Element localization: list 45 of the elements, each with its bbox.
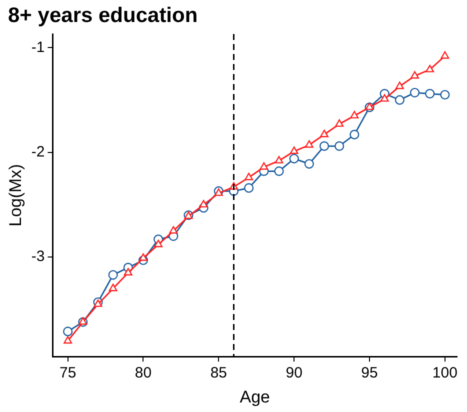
y-tick-label: -1 (31, 38, 45, 56)
y-axis-title: Log(Mx) (6, 164, 25, 226)
point (350, 110, 359, 118)
point (350, 130, 360, 140)
point (410, 71, 419, 79)
point (304, 159, 314, 169)
point (124, 268, 132, 276)
point (274, 156, 284, 164)
point (410, 88, 420, 98)
point (154, 240, 163, 248)
point (108, 270, 118, 280)
point (304, 140, 314, 148)
point (425, 88, 435, 98)
x-tick-label: 80 (134, 364, 152, 382)
point (334, 141, 344, 151)
point (395, 82, 404, 90)
point (290, 146, 298, 154)
y-tick-label: -2 (31, 143, 45, 160)
point (335, 119, 344, 127)
x-tick-label: 100 (432, 364, 458, 382)
y-tick-label: -3 (31, 248, 45, 266)
chart-title: 8+ years education (8, 4, 198, 28)
point (319, 141, 330, 151)
point (394, 95, 404, 105)
point (380, 94, 389, 102)
x-tick-label: 95 (361, 364, 378, 382)
point (139, 253, 148, 261)
point (244, 183, 254, 193)
x-tick-label: 85 (210, 364, 228, 382)
x-tick-label: 90 (286, 364, 302, 382)
point (63, 326, 73, 336)
point (244, 172, 254, 180)
x-axis-title: Age (240, 387, 270, 406)
point (440, 51, 450, 59)
point (289, 154, 299, 164)
point (64, 336, 72, 344)
point (274, 166, 284, 176)
point (260, 162, 268, 170)
point (169, 226, 178, 234)
point (199, 200, 208, 208)
point (426, 64, 434, 72)
point (440, 90, 450, 100)
x-tick-label: 75 (59, 364, 76, 382)
point (320, 130, 328, 138)
point (108, 284, 118, 292)
